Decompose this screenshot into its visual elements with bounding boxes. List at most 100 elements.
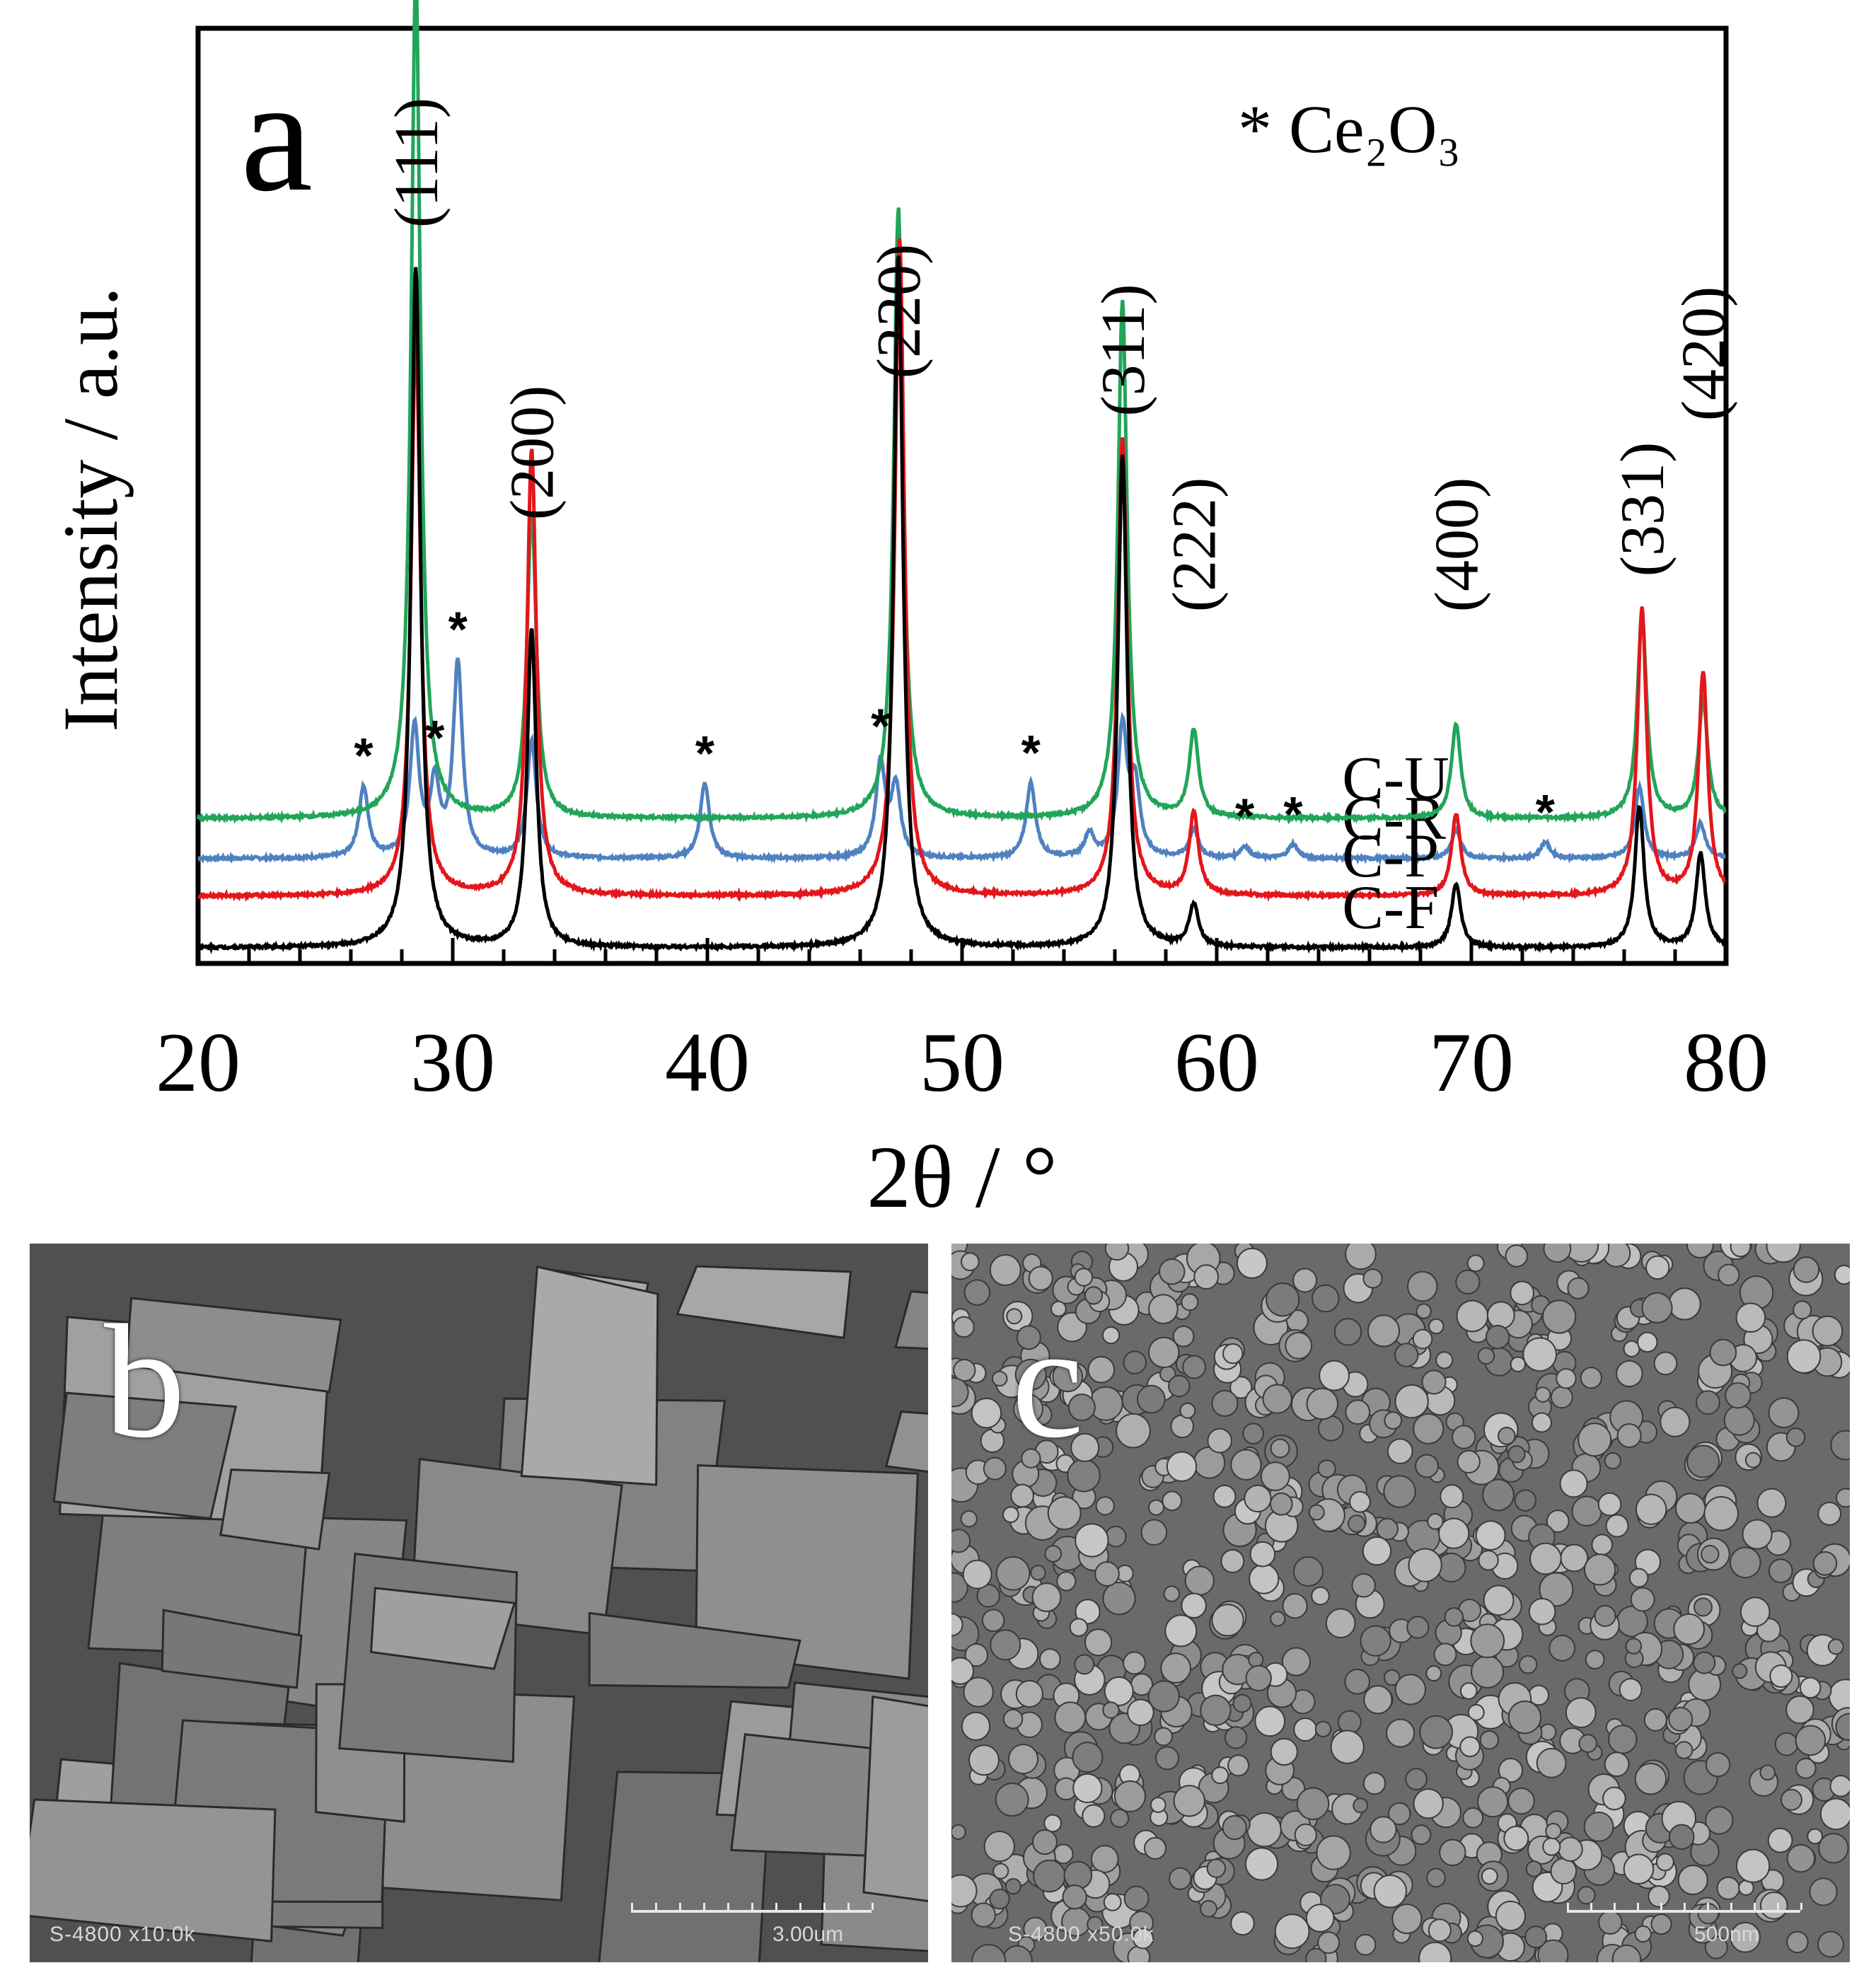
sem-grain <box>1565 1697 1597 1729</box>
sem-grain <box>1067 1393 1096 1422</box>
sem-grain <box>992 1370 1008 1387</box>
sem-grain <box>1362 1268 1383 1289</box>
sem-grain <box>1759 1764 1776 1781</box>
sem-grain <box>1542 1299 1577 1334</box>
sem-grain <box>1653 1351 1678 1376</box>
sem-grain <box>960 1252 980 1272</box>
sem-grain <box>1168 1374 1191 1398</box>
sem-grain <box>1704 1935 1728 1959</box>
sem-grain <box>1354 1933 1377 1956</box>
sem-grain <box>1545 1823 1562 1840</box>
ce2o3-marker: * <box>1235 789 1255 844</box>
sem-grain <box>1507 1787 1535 1815</box>
sem-grain <box>1619 1678 1643 1701</box>
sem-grain <box>1462 1807 1484 1829</box>
sem-grain <box>1809 1877 1838 1906</box>
sem-grain <box>1729 1546 1761 1579</box>
sem-grain <box>1668 1824 1695 1851</box>
sem-grain <box>1072 1773 1103 1804</box>
sem-grain <box>1766 1244 1801 1263</box>
x-tick-label: 70 <box>1429 1015 1514 1109</box>
sem-grain <box>1412 1328 1433 1350</box>
sem-grain <box>1244 1847 1279 1881</box>
sem-grain <box>1348 1514 1366 1533</box>
sem-grain <box>1222 1814 1247 1841</box>
sem-grain <box>1386 1718 1415 1748</box>
sem-grain <box>1558 1836 1583 1862</box>
sem-grain <box>1123 1885 1150 1911</box>
panel-label-c: c <box>1012 1291 1084 1471</box>
sem-grain <box>951 1377 969 1408</box>
sem-grain <box>1723 1404 1755 1436</box>
reflection-label: (420) <box>1670 286 1739 422</box>
sem-grain <box>1043 1814 1063 1833</box>
sem-grain <box>1817 1930 1844 1958</box>
sem-grain <box>1735 1302 1766 1333</box>
sem-grain <box>1829 1775 1850 1797</box>
sem-grain <box>1718 1263 1740 1286</box>
scale-label-b: 3.00um <box>772 1923 844 1946</box>
sem-grain <box>1308 1504 1325 1521</box>
sem-grain <box>1677 1865 1708 1896</box>
scale-bar-tick <box>1707 1903 1709 1910</box>
sem-grain <box>983 1456 1007 1481</box>
scale-bar-tick <box>823 1903 826 1910</box>
sem-grain <box>1471 1655 1505 1689</box>
sem-particle <box>676 1265 852 1339</box>
sem-grain <box>1207 1427 1233 1454</box>
sem-grain <box>1123 1350 1147 1374</box>
sem-grain <box>1637 1331 1658 1353</box>
sem-grain <box>1438 1517 1470 1549</box>
sem-grain <box>1514 1489 1537 1512</box>
sem-grain <box>1475 1520 1506 1551</box>
sem-grain <box>1305 1947 1327 1962</box>
sem-grain <box>1413 1788 1444 1819</box>
sem-grain <box>1529 1542 1562 1575</box>
sem-grain <box>1031 1829 1058 1855</box>
sem-grain <box>1611 1944 1642 1962</box>
sem-grain <box>1812 1315 1843 1347</box>
sem-grain <box>1270 1737 1298 1766</box>
sem-grain <box>1075 1599 1101 1625</box>
sem-grain <box>1050 1300 1067 1317</box>
sem-grain <box>1160 1652 1191 1684</box>
sem-particle <box>219 1469 331 1551</box>
sem-grain <box>1580 1367 1602 1389</box>
sem-particle <box>862 1695 928 1902</box>
scale-bar-tick <box>1637 1903 1639 1910</box>
sem-grain <box>1693 1651 1716 1674</box>
sem-grain <box>1477 1347 1495 1365</box>
sem-grain <box>1260 1461 1290 1492</box>
sem-grain <box>1222 1343 1244 1365</box>
sem-grain <box>1014 1358 1047 1391</box>
sem-grain <box>1028 1265 1053 1291</box>
sem-grain <box>964 1643 988 1667</box>
sem-grain <box>1007 1744 1039 1775</box>
sem-grain <box>1421 1369 1447 1395</box>
series-line-c-r <box>197 657 1726 867</box>
sem-grain <box>1483 1585 1515 1616</box>
sem-grain <box>1230 1449 1262 1481</box>
sem-grain <box>1169 1867 1192 1890</box>
sem-grain <box>1144 1836 1167 1860</box>
scale-bar-tick <box>1614 1903 1616 1910</box>
sem-grain <box>1075 1523 1109 1558</box>
sem-grain <box>1655 1853 1674 1872</box>
sem-grain <box>1248 1652 1264 1668</box>
sem-grain <box>1628 1568 1649 1588</box>
sem-grain <box>1330 1730 1365 1764</box>
sem-grain <box>951 1572 968 1603</box>
sem-grain <box>1164 1614 1198 1647</box>
sem-grain <box>1281 1647 1311 1676</box>
sem-grain <box>1578 1734 1598 1753</box>
sem-grain <box>1236 1247 1268 1279</box>
sem-grain <box>1090 1845 1119 1873</box>
scale-bar-tick <box>655 1903 657 1910</box>
sem-grain <box>1643 1708 1667 1732</box>
sem-grain <box>1132 1928 1154 1950</box>
sem-grain <box>1181 1592 1207 1619</box>
sem-grain <box>1127 1945 1151 1962</box>
sem-grain <box>1835 1713 1850 1741</box>
ce2o3-marker: * <box>695 726 715 781</box>
sem-grain <box>1406 1270 1438 1302</box>
